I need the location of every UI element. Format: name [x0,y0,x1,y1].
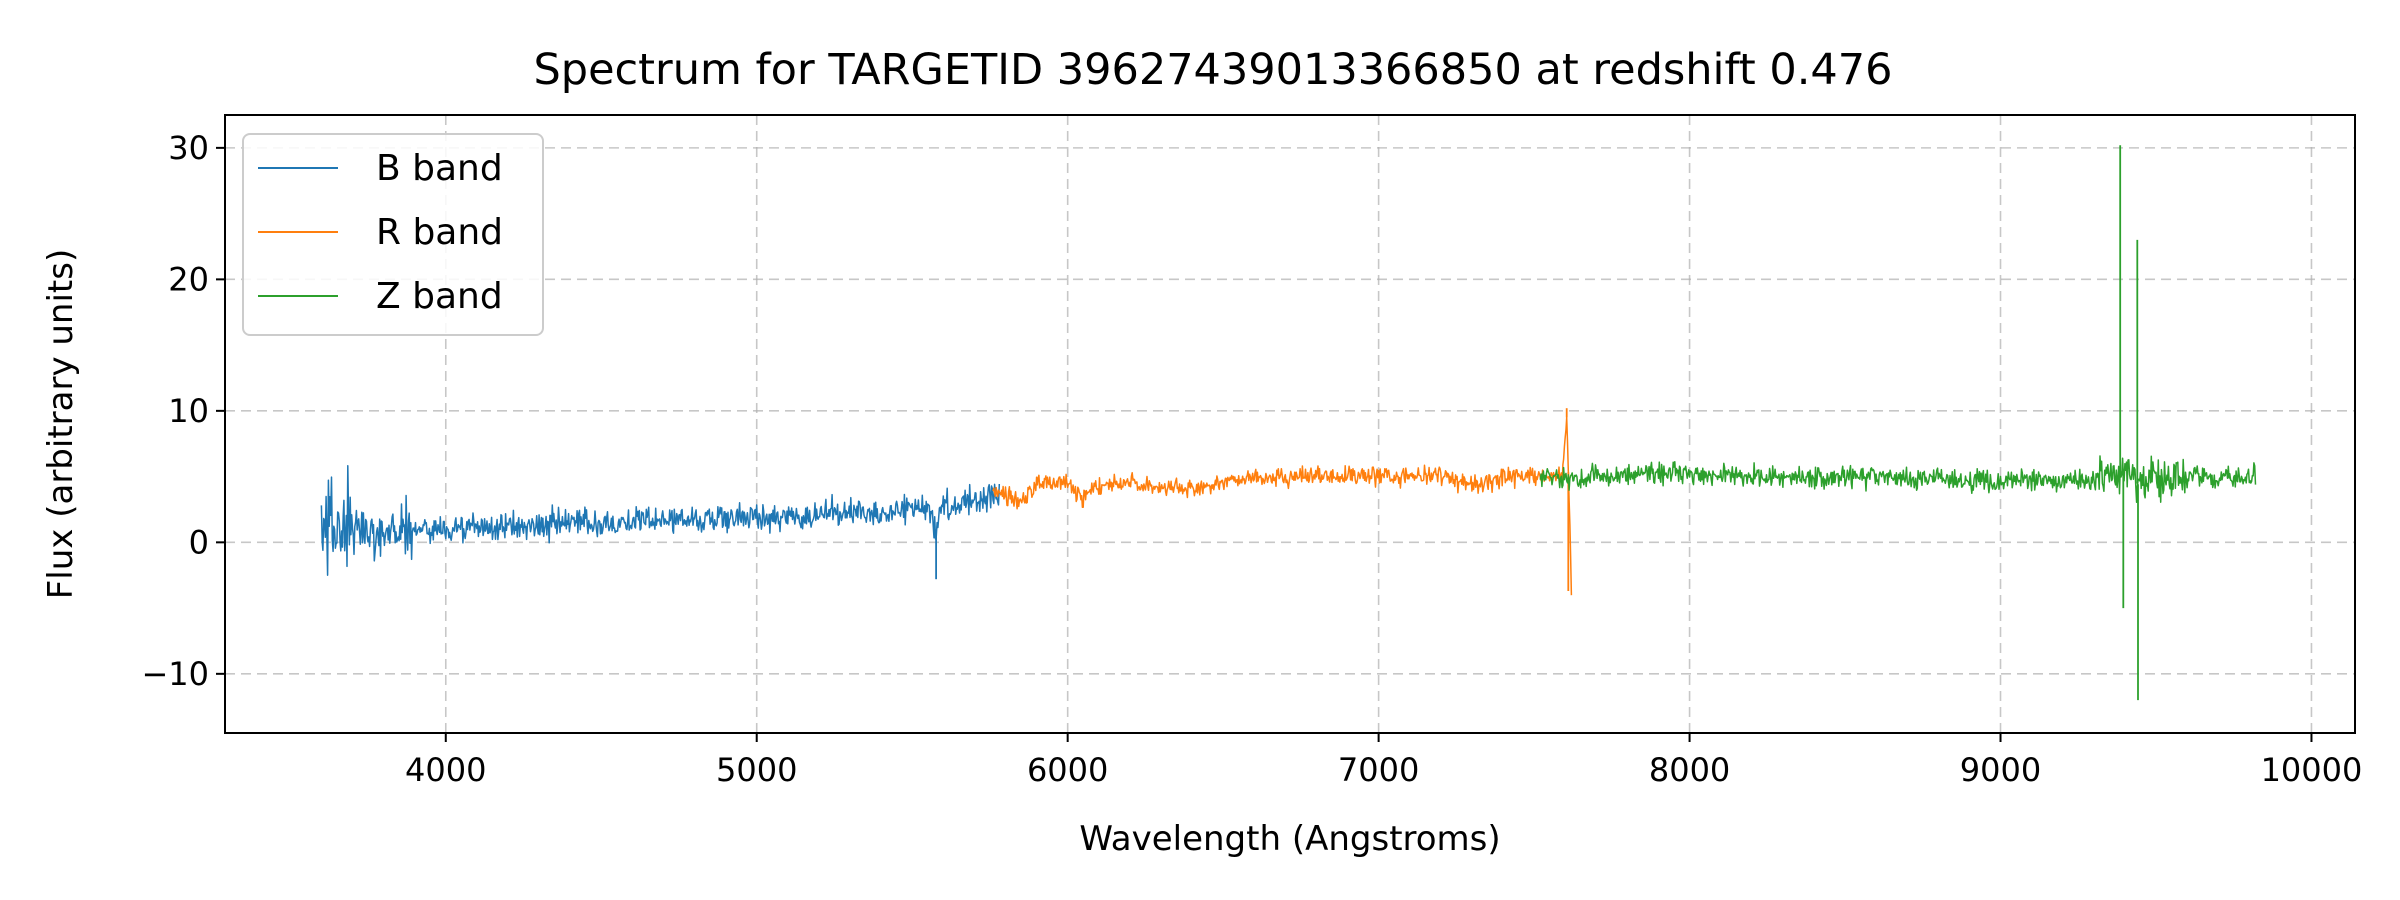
chart-title: Spectrum for TARGETID 39627439013366850 … [534,45,1893,95]
grid-lines [225,115,2355,733]
legend-entries: B band R band Z band [258,148,503,317]
legend-label: R band [376,212,503,253]
x-tick-label: 5000 [716,751,797,789]
series-line-r-band [992,416,1573,596]
y-tick-label: 10 [168,392,209,430]
axis-ticks: 4000 5000 6000 7000 8000 9000 10000 −10 0 10 20 30 [141,129,2362,789]
series-line-b-band [320,465,1001,576]
x-axis-label: Wavelength (Angstroms) [1079,819,1500,859]
x-tick-label: 9000 [1960,751,2041,789]
plot-area-frame [224,114,2356,734]
y-tick-label: 0 [189,523,209,561]
chart-legend: B band R band Z band [242,133,544,336]
y-axis-label: Flux (arbitrary units) [41,249,81,600]
x-tick-label: 10000 [2261,751,2363,789]
series-line-z-band [1539,455,2257,504]
y-tick-label: 20 [168,260,209,298]
series-lines [320,145,2257,701]
legend-label: B band [376,148,503,189]
y-tick-label: 30 [168,129,209,167]
x-tick-label: 6000 [1027,751,1108,789]
x-tick-label: 8000 [1649,751,1730,789]
x-tick-label: 4000 [405,751,486,789]
legend-label: Z band [376,276,503,317]
y-tick-label: −10 [141,655,209,693]
legend-box [242,133,544,336]
x-tick-label: 7000 [1338,751,1419,789]
